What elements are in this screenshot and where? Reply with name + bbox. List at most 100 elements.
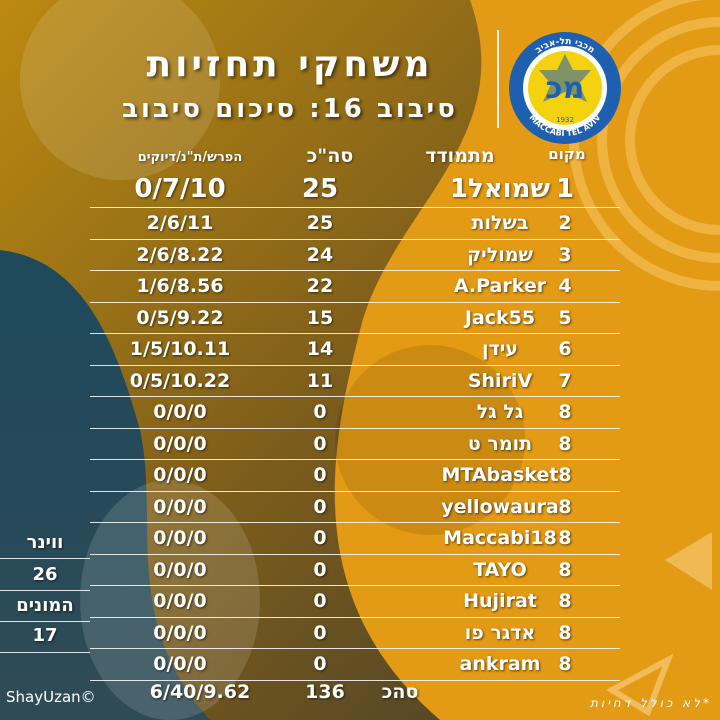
cell-diff: 0/5/10.22 (129, 369, 231, 392)
cell-name: אדגר פו (464, 621, 536, 644)
cell-name: בשלות (471, 212, 529, 234)
cell-total: 11 (306, 369, 334, 392)
cell-rank: 4 (558, 275, 572, 297)
cell-total: 24 (306, 243, 334, 266)
cell-name: שמוליק (467, 243, 533, 266)
cell-rank: 3 (558, 243, 572, 266)
row-divider (90, 270, 620, 271)
cell-diff: 1/5/10.11 (129, 338, 231, 360)
cell-diff: 0/0/0 (153, 495, 207, 518)
cell-name: Hujirat (463, 590, 537, 612)
winner-label: ווינר (26, 532, 64, 553)
cell-name: שמואל1 (449, 174, 551, 204)
cell-diff: 0/0/0 (153, 558, 207, 581)
table-row: 0/0/0 0 Maccabi18 8 (90, 523, 620, 555)
table-row: 1/5/10.11 14 עידן 6 (90, 334, 620, 366)
cell-diff: 0/0/0 (153, 432, 207, 455)
cell-name: MTAbasket (441, 464, 559, 486)
table-row: 0/5/9.22 15 Jack55 5 (90, 303, 620, 334)
table-row: 0/7/10 25 שמואל1 1 (90, 170, 620, 208)
row-divider (90, 427, 620, 429)
table-row: 1/6/8.56 22 A.Parker 4 (90, 271, 620, 303)
cell-rank: 8 (558, 432, 572, 455)
row-divider (90, 490, 620, 492)
cell-name: עידן (482, 338, 518, 360)
cell-total: 0 (313, 653, 327, 675)
table-row: 0/0/0 0 MTAbasket 8 (90, 460, 620, 492)
cell-diff: 2/6/11 (146, 212, 214, 234)
cell-total: 0 (313, 464, 327, 486)
side-divider (0, 652, 90, 653)
table-row: 0/0/0 0 Hujirat 8 (90, 586, 620, 618)
side-divider (0, 590, 90, 591)
table-row: 2/6/8.22 24 שמוליק 3 (90, 240, 620, 271)
row-divider (90, 396, 620, 397)
cell-total: 0 (313, 621, 327, 644)
cell-diff: 0/7/10 (134, 174, 226, 204)
table-row: 0/0/0 0 גל גל 8 (90, 397, 620, 429)
row-divider (90, 648, 620, 649)
cell-total: 0 (313, 558, 327, 581)
row-divider (90, 459, 620, 460)
cell-diff: 0/0/0 (153, 464, 207, 486)
row-divider (90, 522, 620, 523)
cell-total: 0 (313, 432, 327, 455)
table-row: 0/0/0 0 אדגר פו 8 (90, 618, 620, 649)
cell-rank: 8 (558, 464, 572, 486)
logo-letters: מכ (546, 71, 585, 106)
table-row: 0/0/0 0 תומר ט 8 (90, 429, 620, 460)
cell-total: 25 (301, 174, 339, 204)
table-row: 2/6/11 25 בשלות 2 (90, 208, 620, 240)
row-divider (90, 553, 620, 555)
header-diff: הפרש/ת"נ/דיוקים (137, 150, 243, 165)
cell-name: yellowaura (441, 495, 559, 518)
row-divider (90, 301, 620, 303)
row-divider (90, 616, 620, 618)
cell-total: 0 (313, 401, 327, 423)
cell-total: 15 (306, 306, 334, 329)
cell-name: Maccabi18 (443, 527, 557, 549)
cell-name: TAYO (473, 558, 527, 581)
cell-diff: 0/0/0 (153, 401, 207, 423)
table-row: 0/0/0 0 TAYO 8 (90, 555, 620, 586)
page-subtitle: סיבוב 16: סיכום סיבוב (122, 94, 458, 124)
cell-rank: 8 (558, 621, 572, 644)
cell-name: Jack55 (464, 306, 536, 329)
header-name: מתמודד (425, 145, 495, 167)
cell-rank: 8 (558, 401, 572, 423)
cell-rank: 5 (558, 306, 572, 329)
crowd-value: 17 (32, 625, 58, 646)
cell-rank: 2 (558, 212, 572, 234)
cell-rank: 1 (555, 174, 575, 204)
row-divider (90, 585, 620, 586)
row-divider (90, 207, 620, 208)
row-divider (90, 364, 620, 366)
cell-diff: 0/0/0 (153, 653, 207, 675)
cell-rank: 8 (558, 527, 572, 549)
side-divider (0, 558, 90, 559)
footer-total-value: 136 (305, 681, 345, 703)
cell-diff: 0/0/0 (153, 527, 207, 549)
header-total: סה"כ (306, 145, 354, 167)
cell-total: 0 (313, 495, 327, 518)
cell-rank: 7 (558, 369, 572, 392)
cell-rank: 8 (558, 590, 572, 612)
footnote: *לא כולל דחיות (590, 696, 712, 710)
cell-name: ankram (459, 653, 541, 675)
cell-total: 0 (313, 590, 327, 612)
cell-diff: 0/5/9.22 (136, 306, 224, 329)
credit-text: ShayUzan© (6, 688, 96, 706)
title-divider (497, 30, 499, 128)
header-rank: מקום (548, 145, 586, 163)
winner-value: 26 (32, 564, 58, 585)
cell-total: 0 (313, 527, 327, 549)
row-divider (90, 679, 620, 681)
table-row: 0/5/10.22 11 ShiriV 7 (90, 366, 620, 397)
row-divider (90, 238, 620, 240)
cell-rank: 8 (558, 558, 572, 581)
cell-diff: 0/0/0 (153, 590, 207, 612)
side-divider (0, 621, 90, 622)
cell-total: 25 (306, 212, 334, 234)
cell-name: ShiriV (467, 369, 533, 392)
cell-name: תומר ט (467, 432, 533, 455)
